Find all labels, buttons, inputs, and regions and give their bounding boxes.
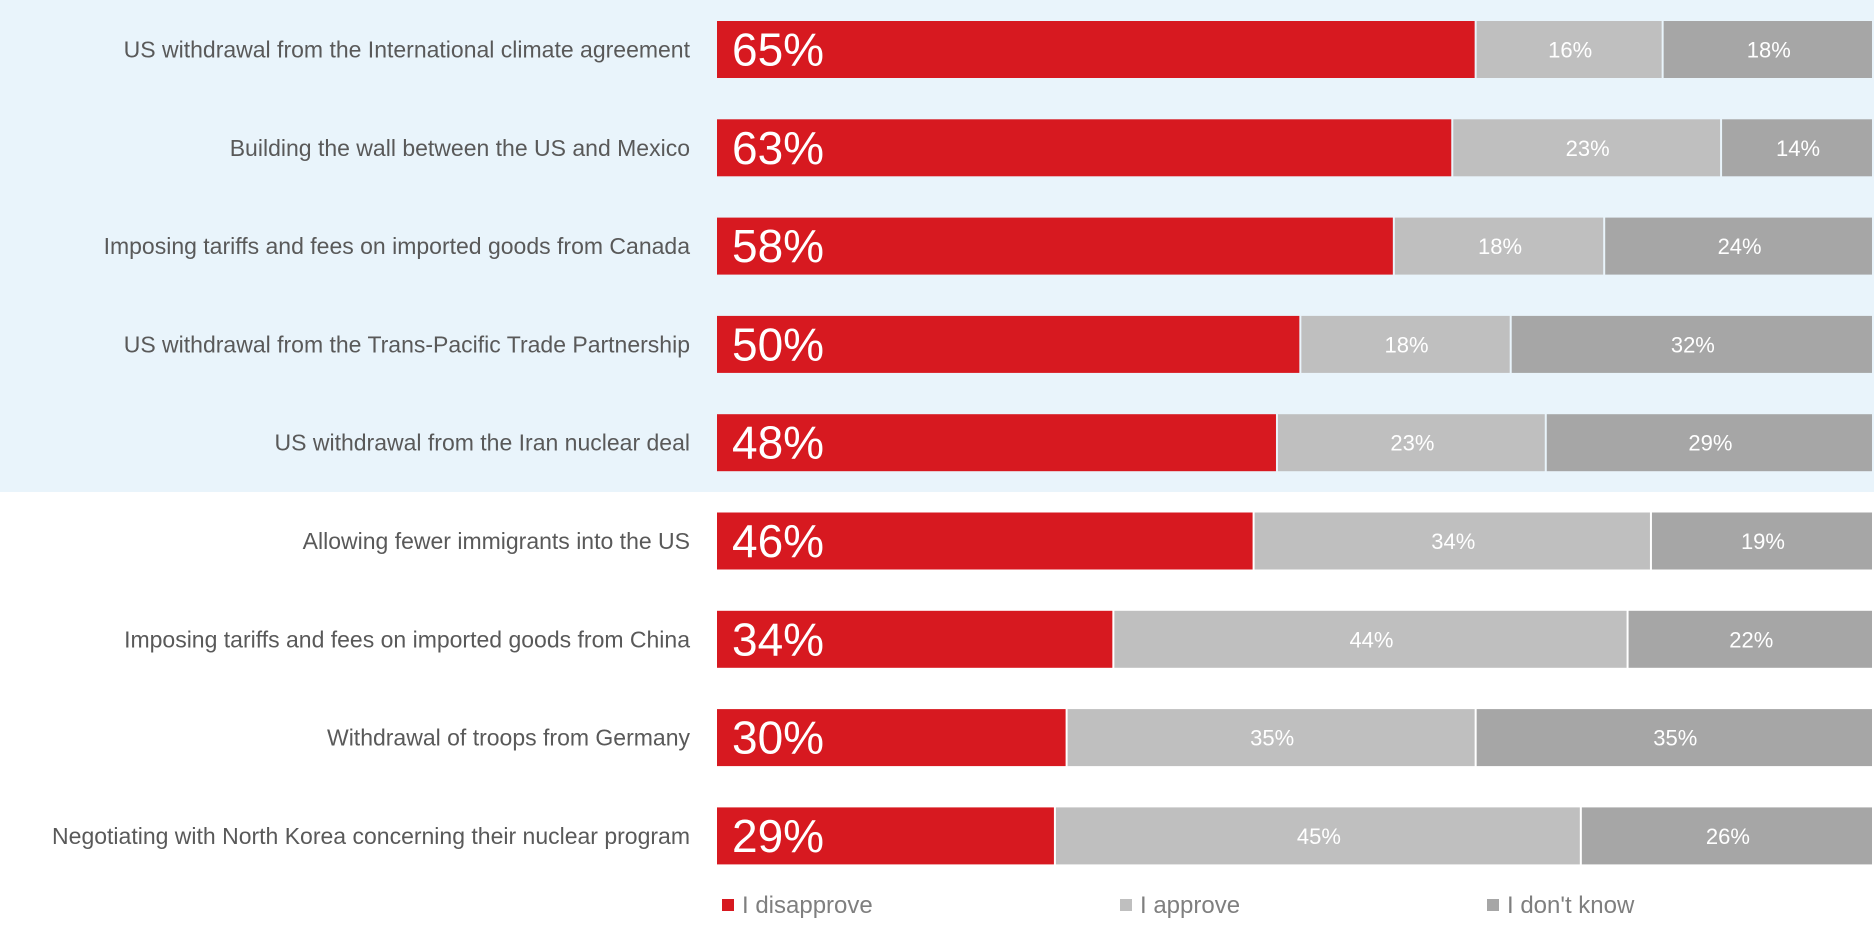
data-label: 50% — [732, 318, 824, 370]
data-label: 63% — [732, 122, 824, 174]
bar-segment-i-approve — [1254, 512, 1650, 570]
bar-segment-i-disapprove — [717, 807, 1054, 865]
bar-segment-i-don-t-know — [1628, 610, 1872, 668]
bar-segment-i-don-t-know — [1605, 217, 1872, 275]
data-label: 19% — [1741, 529, 1785, 554]
category-label: Withdrawal of troops from Germany — [327, 725, 691, 751]
bar-segment-i-disapprove — [717, 610, 1113, 668]
bar-segment-i-approve — [1476, 21, 1662, 78]
data-label: 16% — [1548, 38, 1592, 63]
bar-segment-i-don-t-know — [1651, 512, 1872, 570]
category-label: Imposing tariffs and fees on imported go… — [104, 233, 691, 259]
bar-segment-i-disapprove — [717, 414, 1276, 472]
bar-segment-i-disapprove — [717, 21, 1475, 78]
bar-segment-i-don-t-know — [1476, 709, 1872, 767]
legend-label: I disapprove — [742, 892, 873, 919]
data-label: 18% — [1747, 38, 1791, 63]
bar-segment-i-don-t-know — [1722, 119, 1872, 177]
bar-segment-i-approve — [1114, 610, 1627, 668]
category-label: US withdrawal from the Iran nuclear deal — [275, 430, 690, 456]
bar-segment-i-approve — [1055, 807, 1580, 865]
data-label: 45% — [1297, 824, 1341, 849]
data-label: 23% — [1566, 136, 1610, 161]
data-label: 26% — [1706, 824, 1750, 849]
data-label: 24% — [1718, 234, 1762, 259]
category-label: Imposing tariffs and fees on imported go… — [124, 626, 690, 652]
category-label: Allowing fewer immigrants into the US — [303, 528, 690, 554]
bar-segment-i-disapprove — [717, 709, 1066, 767]
bar-segment-i-approve — [1301, 315, 1510, 373]
data-label: 48% — [732, 417, 824, 469]
legend-label: I don't know — [1507, 892, 1635, 919]
category-label: US withdrawal from the International cli… — [124, 37, 691, 63]
data-label: 34% — [732, 613, 824, 665]
data-label: 18% — [1478, 234, 1522, 259]
bar-segment-i-approve — [1277, 414, 1545, 472]
data-label: 18% — [1385, 332, 1429, 357]
bar-segment-i-don-t-know — [1581, 807, 1872, 865]
bar-segment-i-approve — [1067, 709, 1475, 767]
data-label: 58% — [732, 220, 824, 272]
bar-segment-i-disapprove — [717, 217, 1393, 275]
data-label: 35% — [1653, 726, 1697, 751]
bar-segment-i-don-t-know — [1511, 315, 1872, 373]
data-label: 35% — [1250, 726, 1294, 751]
data-label: 44% — [1349, 627, 1393, 652]
legend-swatch — [1487, 899, 1499, 911]
data-label: 30% — [732, 712, 824, 764]
category-label: US withdrawal from the Trans-Pacific Tra… — [124, 331, 690, 357]
data-label: 46% — [732, 515, 824, 567]
bar-segment-i-don-t-know — [1546, 414, 1872, 472]
data-label: 29% — [1688, 431, 1732, 456]
bar-segment-i-disapprove — [717, 512, 1253, 570]
legend-swatch — [1120, 899, 1132, 911]
data-label: 29% — [732, 810, 824, 862]
bar-segment-i-disapprove — [717, 315, 1300, 373]
legend-label: I approve — [1140, 892, 1240, 919]
data-label: 23% — [1390, 431, 1434, 456]
bar-segment-i-approve — [1453, 119, 1721, 177]
category-label: Negotiating with North Korea concerning … — [52, 823, 690, 849]
bar-segment-i-don-t-know — [1663, 21, 1872, 78]
category-label: Building the wall between the US and Mex… — [230, 135, 690, 161]
bar-segment-i-approve — [1394, 217, 1604, 275]
legend-swatch — [722, 899, 734, 911]
data-label: 22% — [1729, 627, 1773, 652]
bar-segment-i-disapprove — [717, 119, 1452, 177]
data-label: 65% — [732, 24, 824, 76]
data-label: 14% — [1776, 136, 1820, 161]
data-label: 34% — [1431, 529, 1475, 554]
data-label: 32% — [1671, 332, 1715, 357]
